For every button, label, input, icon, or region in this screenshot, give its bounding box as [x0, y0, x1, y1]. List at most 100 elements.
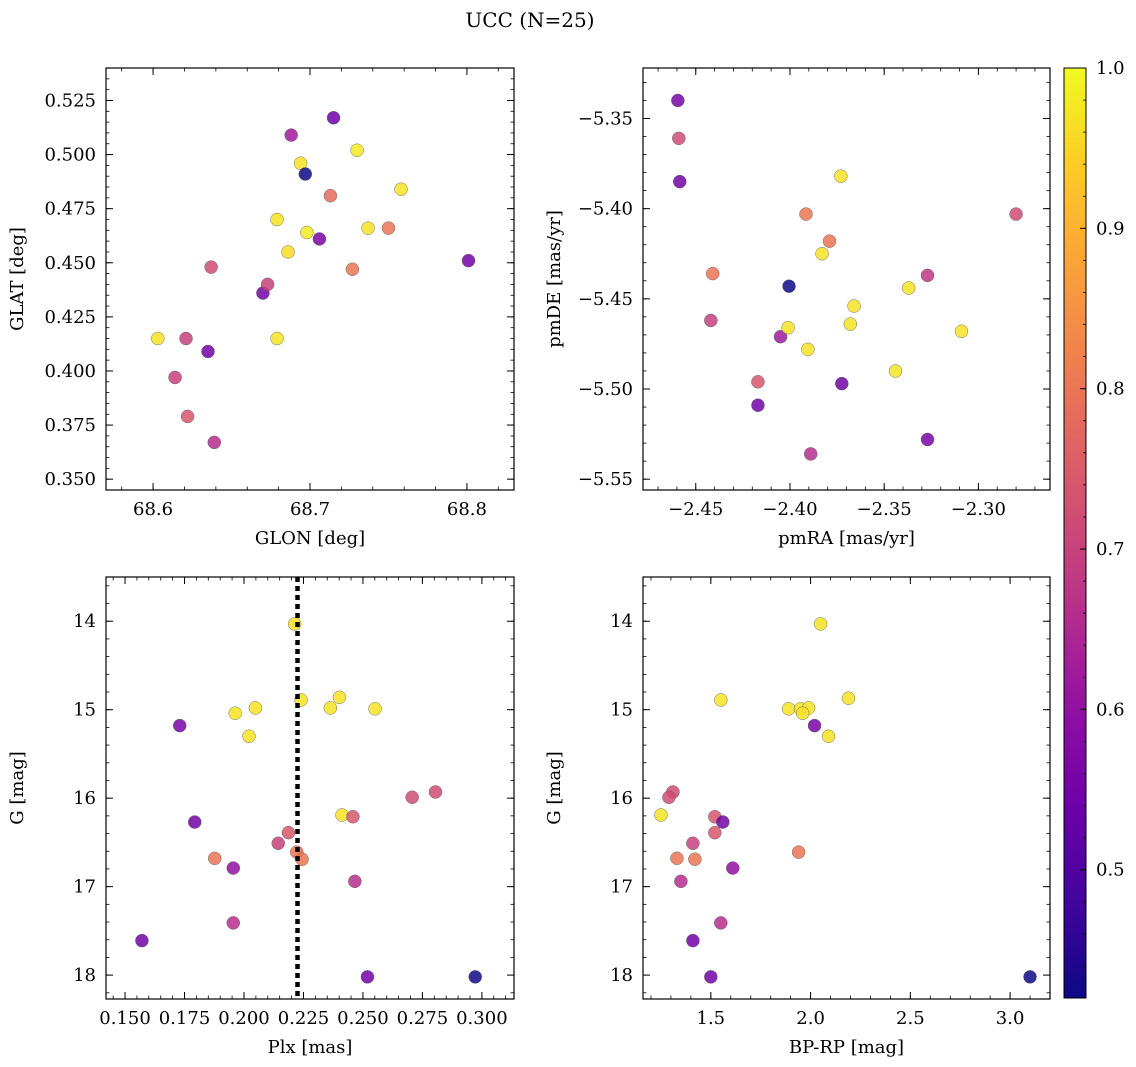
axes-frame — [642, 576, 1051, 1000]
scatter-point — [360, 970, 375, 984]
scatter-point — [751, 398, 765, 412]
y-tick-label: 14 — [73, 611, 96, 632]
y-tick-label: −5.45 — [578, 289, 633, 310]
scatter-point — [822, 234, 837, 248]
colorbar-tick-label: 0.7 — [1096, 539, 1125, 560]
scatter-point — [323, 188, 338, 203]
y-tick-label: 0.525 — [44, 90, 96, 111]
scatter-point — [662, 790, 676, 804]
scatter-point — [673, 174, 687, 189]
y-axis-label: GLAT [deg] — [7, 227, 28, 331]
scatter-point — [461, 253, 476, 268]
y-tick-label: 14 — [610, 611, 633, 632]
panels: 68.6 68.7 68.8 0.350 0.375 0.400 0.425 0.450 0.4… — [7, 67, 1051, 1058]
scatter-point — [714, 693, 728, 707]
scatter-point — [1009, 207, 1023, 221]
scatter-point — [180, 409, 195, 424]
y-tick-label: 18 — [610, 965, 633, 986]
scatter-point — [920, 432, 935, 447]
x-axis-label: pmRA [mas/yr] — [778, 528, 915, 549]
scatter-point — [284, 128, 298, 142]
y-tick-label: 0.425 — [44, 307, 96, 328]
scatter-point — [708, 825, 722, 840]
scatter-point — [204, 260, 218, 274]
y-tick-label: 18 — [73, 965, 96, 986]
y-tick-label: 16 — [610, 788, 633, 809]
scatter-point — [151, 331, 165, 346]
x-axis-label: GLON [deg] — [255, 528, 365, 549]
scatter-point — [270, 212, 284, 227]
y-tick-label: 0.400 — [44, 361, 96, 382]
scatter-point — [847, 299, 861, 313]
x-tick-label: 68.8 — [447, 499, 487, 520]
y-tick-label: 0.500 — [44, 145, 96, 166]
scatter-point — [920, 268, 935, 283]
scatter-point — [405, 790, 419, 804]
scatter-point — [298, 167, 312, 181]
scatter-point — [300, 225, 314, 240]
y-tick-label: 0.375 — [44, 415, 96, 436]
axes-frame — [105, 576, 515, 1000]
x-tick-label: 2.5 — [896, 1008, 925, 1029]
x-tick-label: −2.40 — [762, 499, 817, 520]
x-tick-label: 0.300 — [456, 1008, 508, 1029]
scatter-point — [801, 342, 815, 357]
colorbar: 0.5 0.6 0.7 0.8 0.9 1.0 — [1063, 58, 1125, 999]
y-tick-label: −5.40 — [578, 199, 633, 220]
scatter-point — [326, 111, 341, 125]
x-tick-label: −2.45 — [668, 499, 723, 520]
x-tick-label: 0.150 — [99, 1008, 151, 1029]
axes-frame — [105, 67, 515, 491]
scatter-point — [346, 810, 360, 824]
y-axis-label: pmDE [mas/yr] — [544, 210, 565, 348]
scatter-point — [888, 364, 903, 378]
colorbar-gradient — [1063, 67, 1087, 999]
scatter-point — [348, 874, 362, 889]
scatter-point — [821, 729, 836, 743]
x-tick-label: 2.0 — [796, 1008, 825, 1029]
x-tick-label: 3.0 — [996, 1008, 1025, 1029]
y-tick-label: 0.350 — [44, 469, 96, 490]
scatter-point — [242, 729, 256, 743]
y-tick-label: 0.450 — [44, 253, 96, 274]
x-tick-label: −2.35 — [857, 499, 912, 520]
x-tick-label: 68.6 — [133, 499, 173, 520]
scatter-point — [208, 851, 222, 866]
scatter-point — [270, 331, 284, 346]
scatter-point — [1023, 970, 1037, 984]
scatter-point — [281, 825, 296, 840]
scatter-point — [834, 169, 848, 183]
scatter-point — [260, 277, 275, 292]
y-tick-label: 15 — [73, 700, 96, 721]
x-tick-label: 1.5 — [697, 1008, 726, 1029]
scatter-point — [815, 247, 829, 261]
y-tick-label: 16 — [73, 788, 96, 809]
scatter-point — [813, 617, 828, 631]
scatter-point — [287, 617, 302, 631]
scatter-point — [688, 852, 702, 866]
scatter-point — [135, 933, 149, 948]
x-tick-label: 0.200 — [218, 1008, 270, 1029]
scatter-point — [188, 815, 202, 829]
y-tick-label: 0.475 — [44, 199, 96, 220]
scatter-point — [803, 447, 818, 461]
scatter-point — [323, 701, 338, 715]
scatter-point — [394, 182, 408, 196]
scatter-point — [781, 702, 796, 716]
scatter-point — [791, 845, 806, 859]
panel-plx-g: 0.150 0.175 0.200 0.225 0.250 0.275 0.300 14 15 1… — [7, 576, 515, 1058]
y-tick-label: −5.55 — [578, 469, 633, 490]
panel-glon-glat: 68.6 68.7 68.8 0.350 0.375 0.400 0.425 0.450 0.4… — [7, 67, 515, 549]
scatter-point — [361, 221, 375, 235]
colorbar-tick-label: 0.8 — [1096, 379, 1125, 400]
y-axis-label: G [mag] — [7, 751, 28, 824]
scatter-point — [179, 331, 193, 346]
scatter-point — [654, 808, 668, 822]
scatter-point — [226, 916, 240, 930]
colorbar-tick-label: 0.5 — [1096, 860, 1125, 881]
scatter-point — [686, 836, 700, 850]
scatter-point — [726, 861, 740, 875]
scatter-point — [168, 370, 182, 385]
scatter-point — [672, 131, 686, 146]
